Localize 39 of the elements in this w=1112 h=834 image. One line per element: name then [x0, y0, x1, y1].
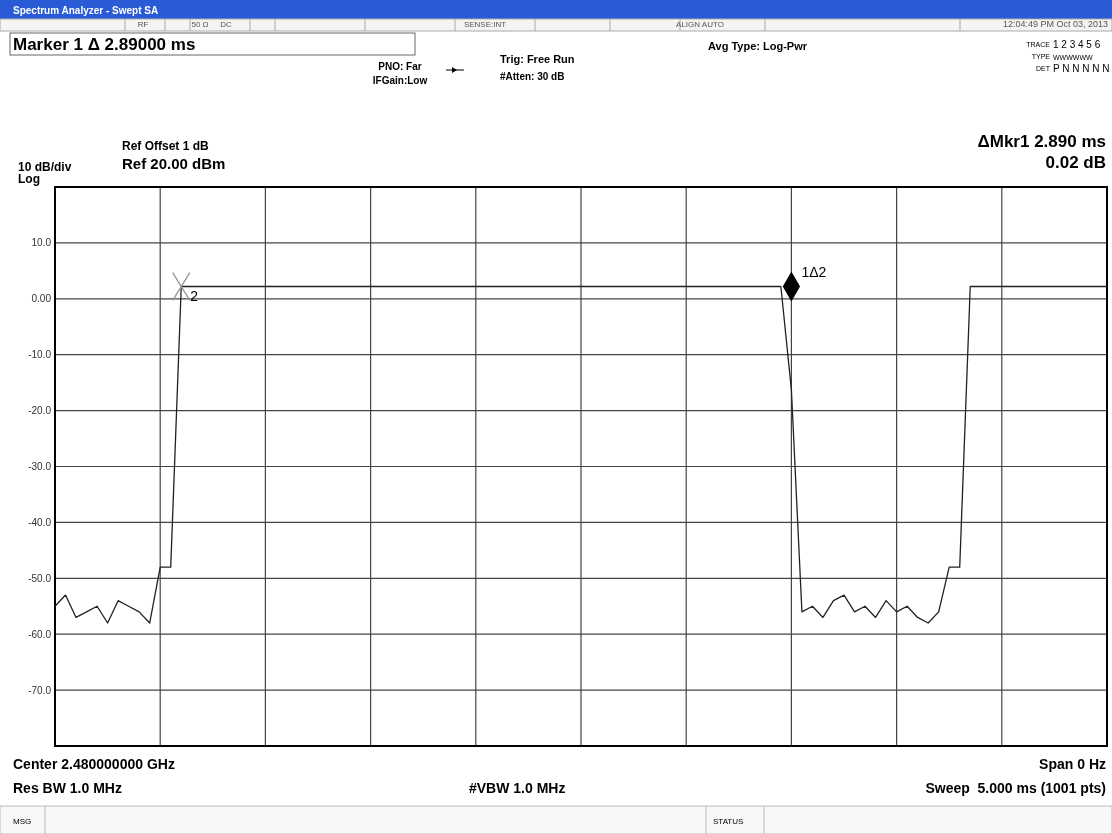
text: ΔMkr1 2.890 ms	[977, 132, 1106, 151]
text: Avg Type: Log-Pwr	[708, 40, 808, 52]
text: SENSE:INT	[463, 20, 507, 29]
y-tick-label: -30.0	[28, 461, 52, 472]
y-tick-label: -10.0	[28, 349, 52, 361]
text: #VBW 1.0 MHz	[469, 780, 566, 796]
text: 50 Ω	[191, 20, 209, 29]
text: Trig: Free Run	[500, 53, 575, 65]
data-label: 1Δ2	[801, 263, 827, 280]
text: STATUS	[713, 817, 744, 826]
text: RF	[137, 20, 149, 29]
text: Log	[18, 172, 40, 186]
text: IFGain:Low	[372, 75, 428, 86]
text: 12:04:49 PM Oct 03, 2013	[1002, 19, 1108, 29]
text: PNO: Far	[378, 61, 422, 72]
text: 0.02 dB	[1045, 153, 1106, 172]
text: DC	[220, 20, 232, 29]
y-tick-label: 0.00	[31, 293, 52, 305]
text: MSG	[13, 817, 32, 826]
y-tick-label: -40.0	[28, 516, 52, 528]
y-tick-label: -60.0	[28, 628, 52, 640]
text: Center 2.480000000 GHz	[13, 756, 175, 772]
data-label: 2	[190, 287, 199, 304]
y-tick-label: -70.0	[28, 684, 52, 696]
text: Marker 1 Δ 2.89000 ms	[13, 35, 196, 54]
y-tick-label: -20.0	[28, 405, 52, 417]
text: ALIGN AUTO	[676, 20, 724, 29]
text: Ref 20.00 dBm	[122, 155, 226, 172]
text: Ref Offset 1 dB	[122, 139, 210, 153]
y-tick-label: 10.0	[31, 237, 52, 249]
y-tick-label: -50.0	[28, 572, 52, 584]
text: 1 2 3 4 5 6	[1053, 39, 1101, 50]
text: Res BW 1.0 MHz	[13, 780, 122, 796]
text: P N N N N N	[1053, 63, 1110, 74]
chart-title: Spectrum Analyzer - Swept SA	[13, 5, 159, 16]
text: #Atten: 30 dB	[500, 71, 565, 82]
text: 10 dB/div	[18, 160, 72, 174]
text: Sweep 5.000 ms (1001 pts)	[925, 780, 1106, 796]
text: Span 0 Hz	[1039, 756, 1106, 772]
